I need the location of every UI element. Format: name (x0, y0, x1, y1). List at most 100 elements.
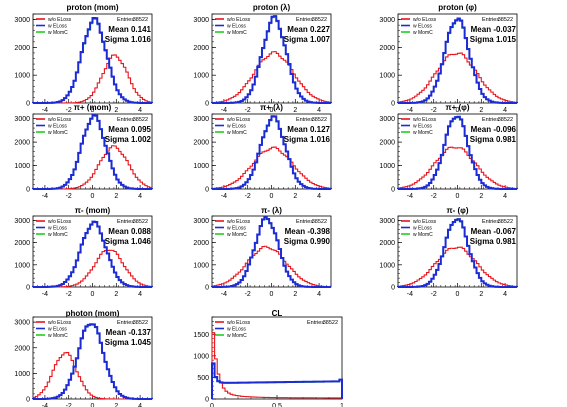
stat-sigma: Sigma 0.981 (470, 237, 517, 246)
stat-sigma: Sigma 1.046 (105, 237, 152, 246)
stat-sigma: Sigma 1.015 (470, 35, 517, 44)
x-tick-label: -2 (66, 107, 72, 114)
legend-label: w/o ELoss (227, 320, 251, 326)
x-tick-label: -2 (245, 107, 251, 114)
series-w-eloss (32, 220, 153, 288)
legend-label: w MomC (227, 130, 247, 136)
x-tick-label: -2 (66, 403, 72, 407)
y-tick-label: 0 (391, 285, 395, 292)
chart-title: π+ (mom) (74, 103, 112, 112)
y-tick-label: 2000 (193, 240, 209, 247)
entries-label: Entries (482, 219, 499, 225)
y-tick-label: 3000 (193, 17, 209, 24)
x-tick-label: -2 (431, 107, 437, 114)
panel-proton-mom: proton (mom) 0 1000 2000 3000 -4 -2 0 2 4 w/o ELos… (14, 3, 153, 114)
x-tick-label: 2 (114, 193, 118, 200)
x-tick-label: 2 (114, 107, 118, 114)
y-tick-label: 2000 (193, 45, 209, 52)
x-tick-label: 4 (317, 193, 321, 200)
entries-label: Entries (482, 17, 499, 23)
x-tick-label: 0 (210, 403, 214, 407)
legend-label: w/o ELoss (413, 219, 437, 225)
y-tick-label: 1500 (193, 332, 209, 339)
x-tick-label: 4 (503, 193, 507, 200)
series-w-o-eloss (211, 245, 332, 288)
y-tick-label: 3000 (379, 218, 395, 225)
x-tick-label: 0 (91, 107, 95, 114)
entries-value: 38522 (323, 320, 338, 326)
legend-label: w MomC (227, 333, 247, 339)
x-tick-label: 1 (340, 403, 344, 407)
x-tick-label: 4 (317, 107, 321, 114)
y-tick-label: 0 (205, 187, 209, 194)
x-tick-label: 0 (270, 193, 274, 200)
x-tick-label: 4 (503, 291, 507, 298)
y-tick-label: 1000 (193, 262, 209, 269)
legend-label: w/o ELoss (227, 117, 251, 123)
x-tick-label: 0 (456, 107, 460, 114)
legend-label: w/o ELoss (48, 219, 72, 225)
x-tick-label: 2 (114, 403, 118, 407)
legend-label: w MomC (48, 130, 68, 136)
x-tick-label: -4 (42, 291, 48, 298)
x-tick-label: 2 (293, 193, 297, 200)
y-tick-label: 0 (205, 285, 209, 292)
chart-title: photon (mom) (66, 309, 120, 318)
x-tick-label: 0 (456, 193, 460, 200)
legend-label: w ELoss (48, 327, 67, 333)
legend-label: w MomC (227, 30, 247, 36)
y-tick-label: 3000 (14, 218, 30, 225)
legend-label: w ELoss (227, 327, 246, 333)
entries-label: Entries (307, 320, 324, 326)
series-w-eloss (211, 216, 331, 288)
entries-label: Entries (117, 219, 134, 225)
x-tick-label: 4 (138, 193, 142, 200)
x-tick-label: 2 (293, 291, 297, 298)
y-tick-label: 0 (26, 397, 30, 404)
entries-value: 38522 (312, 17, 327, 23)
x-tick-label: 2 (479, 291, 483, 298)
y-tick-label: 3000 (14, 320, 30, 327)
y-tick-label: 0 (26, 285, 30, 292)
x-tick-label: 2 (479, 107, 483, 114)
x-tick-label: 2 (293, 107, 297, 114)
series-w-eloss (211, 362, 343, 399)
series-w-o-eloss (397, 246, 518, 288)
entries-value: 38522 (312, 117, 327, 123)
legend-label: w ELoss (227, 124, 246, 130)
x-tick-label: -4 (42, 403, 48, 407)
y-tick-label: 1000 (379, 73, 395, 80)
legend-label: w MomC (413, 30, 433, 36)
legend-label: w ELoss (48, 226, 67, 232)
series-w-o-eloss (211, 332, 343, 399)
stat-sigma: Sigma 0.990 (284, 237, 331, 246)
legend-label: w/o ELoss (48, 320, 72, 326)
y-tick-label: 1000 (379, 262, 395, 269)
legend-label: w MomC (413, 130, 433, 136)
stat-mean: Mean -0.096 (471, 125, 517, 134)
entries-value: 38522 (498, 17, 513, 23)
legend-label: w ELoss (227, 226, 246, 232)
stat-mean: Mean 0.095 (108, 125, 151, 134)
entries-label: Entries (482, 117, 499, 123)
y-tick-label: 2000 (379, 45, 395, 52)
y-tick-label: 0 (26, 187, 30, 194)
series-w-o-eloss (33, 145, 153, 190)
y-tick-label: 0 (391, 101, 395, 108)
stat-mean: Mean 0.141 (108, 25, 151, 34)
entries-value: 38522 (498, 219, 513, 225)
x-tick-label: 0 (91, 291, 95, 298)
chart-title: π+ (λ) (260, 103, 283, 112)
chart-title: proton (mom) (67, 3, 119, 12)
x-tick-label: -4 (42, 107, 48, 114)
series-w-o-eloss (397, 146, 518, 190)
entries-label: Entries (296, 219, 313, 225)
stat-mean: Mean -0.067 (471, 227, 517, 236)
x-tick-label: -2 (431, 193, 437, 200)
chart-title: proton (λ) (253, 3, 291, 12)
y-tick-label: 2000 (193, 140, 209, 147)
